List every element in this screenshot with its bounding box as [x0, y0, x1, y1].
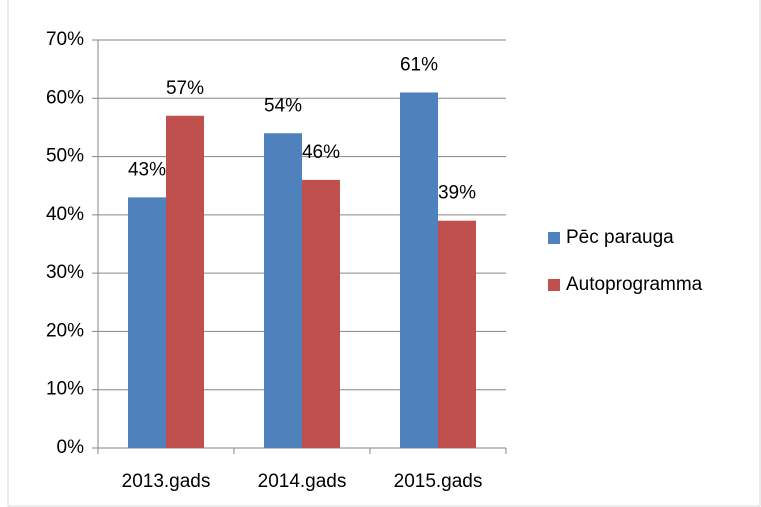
legend-label: Autoprogramma: [566, 274, 703, 295]
y-tick-label: 50%: [46, 146, 84, 167]
value-label: 43%: [128, 159, 166, 180]
y-tick-label: 70%: [46, 29, 84, 50]
bar: [400, 92, 438, 448]
bar: [166, 115, 204, 449]
value-label: 61%: [400, 54, 438, 75]
y-tick-label: 10%: [46, 379, 84, 400]
y-tick-label: 0%: [57, 437, 85, 458]
bar: [302, 179, 340, 448]
legend-swatch: [548, 232, 560, 244]
value-label: 57%: [166, 78, 204, 99]
bar: [438, 220, 476, 448]
bar: [128, 197, 166, 448]
value-label: 46%: [302, 142, 340, 163]
x-tick-label: 2013.gads: [122, 471, 211, 492]
x-tick-label: 2014.gads: [258, 471, 347, 492]
chart-frame: [7, 0, 761, 507]
x-tick-label: 2015.gads: [394, 471, 483, 492]
y-tick-label: 60%: [46, 87, 84, 108]
legend-label: Pēc parauga: [566, 227, 674, 248]
value-label: 39%: [438, 183, 476, 204]
value-label: 54%: [264, 95, 302, 116]
legend-swatch: [548, 279, 560, 291]
y-tick-label: 30%: [46, 262, 84, 283]
y-tick-label: 20%: [46, 320, 84, 341]
bar: [264, 133, 302, 448]
y-tick-label: 40%: [46, 204, 84, 225]
